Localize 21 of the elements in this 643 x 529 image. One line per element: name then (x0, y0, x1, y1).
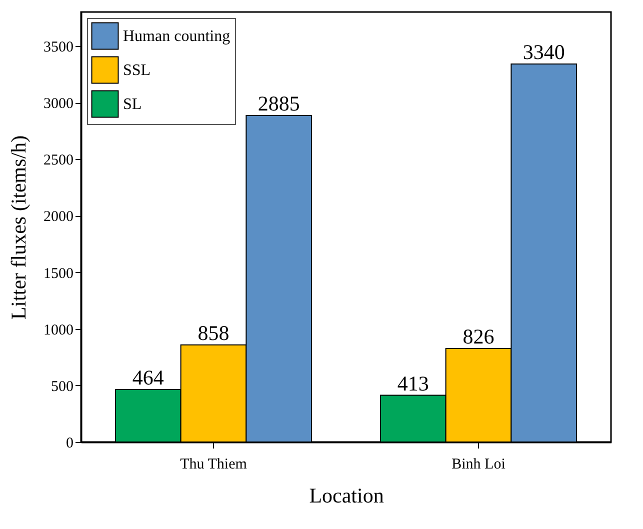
y-axis-title: Litter fluxes (items/h) (6, 135, 30, 320)
y-tick-label: 1000 (44, 322, 74, 338)
data-label: 464 (132, 365, 164, 390)
y-tick-label: 3000 (44, 96, 74, 112)
legend-label: SSL (123, 62, 151, 79)
y-tick-label: 500 (51, 378, 74, 395)
data-label: 3340 (522, 40, 565, 64)
x-tick-label: Thu Thiem (180, 456, 248, 472)
legend-label: SL (123, 96, 142, 113)
data-label: 858 (198, 320, 230, 345)
y-tick-label: 1500 (44, 266, 74, 282)
x-axis-title: Location (309, 484, 384, 508)
data-label: 413 (397, 371, 429, 396)
legend-label: Human counting (123, 28, 230, 45)
y-tick-label: 2500 (44, 152, 74, 169)
data-label: 826 (462, 324, 494, 349)
y-tick-label: 3500 (44, 39, 74, 56)
data-label: 2885 (258, 92, 300, 116)
x-tick-label: Binh Loi (452, 456, 506, 472)
y-tick-label: 0 (66, 436, 74, 452)
y-tick-label: 2000 (44, 209, 74, 226)
